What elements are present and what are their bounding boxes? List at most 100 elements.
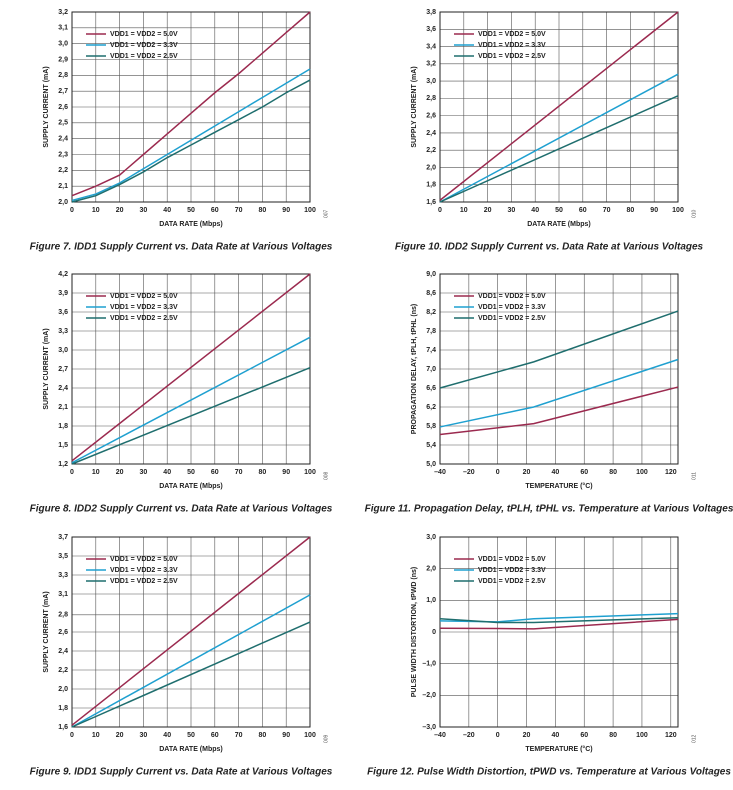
y-tick-label: 8,6 (426, 290, 436, 297)
plot-frame (71, 273, 311, 465)
y-tick-label: 3,2 (58, 9, 68, 16)
legend-label: VDD1 = VDD2 = 3.3V (110, 567, 178, 574)
series-line (71, 336, 311, 464)
y-tick-label: 1,0 (426, 597, 436, 604)
y-tick-label: 7,8 (426, 328, 436, 335)
y-tick-label: 3,2 (426, 61, 436, 68)
figure-caption: Figure 12. Pulse Width Distortion, tPWD … (367, 767, 731, 778)
y-tick-label: 2,4 (58, 136, 68, 143)
x-tick-label: 30 (140, 732, 148, 739)
y-tick-label: 6,2 (426, 404, 436, 411)
y-tick-label: 2,1 (58, 404, 68, 411)
x-tick-label: 30 (140, 207, 148, 214)
y-tick-label: 2,7 (58, 366, 68, 373)
x-tick-label: –20 (463, 732, 475, 739)
y-tick-label: –2,0 (422, 692, 436, 699)
y-tick-label: 3,0 (426, 534, 436, 541)
series-line (439, 617, 679, 624)
y-tick-label: 3,1 (58, 591, 68, 598)
x-tick-label: 60 (579, 207, 587, 214)
x-tick-label: –40 (434, 469, 446, 476)
x-tick-label: 80 (609, 469, 617, 476)
x-tick-label: 20 (484, 207, 492, 214)
figure-caption: Figure 9. IDD1 Supply Current vs. Data R… (30, 767, 333, 778)
x-tick-label: 0 (438, 207, 442, 214)
figure-code: 009 (323, 734, 329, 743)
y-tick-label: 2,7 (58, 88, 68, 95)
x-tick-label: 0 (70, 469, 74, 476)
y-tick-label: 0 (432, 629, 436, 636)
legend-label: VDD1 = VDD2 = 3.3V (478, 567, 546, 574)
y-tick-label: 5,8 (426, 423, 436, 430)
x-tick-label: 70 (235, 207, 243, 214)
x-tick-label: 60 (580, 732, 588, 739)
series-line (439, 612, 679, 623)
x-tick-label: 20 (523, 732, 531, 739)
y-tick-label: 3,0 (58, 41, 68, 48)
y-tick-label: 2,4 (58, 385, 68, 392)
x-tick-label: 90 (282, 207, 290, 214)
legend-label: VDD1 = VDD2 = 5.0V (478, 293, 546, 300)
y-tick-label: 2,2 (58, 167, 68, 174)
series-line (71, 536, 311, 726)
y-axis-label: SUPPLY CURRENT (mA) (43, 591, 50, 672)
y-tick-label: 8,2 (426, 309, 436, 316)
legend-label: VDD1 = VDD2 = 5.0V (110, 31, 178, 38)
x-tick-label: 60 (211, 207, 219, 214)
y-tick-label: 2,2 (58, 667, 68, 674)
y-tick-label: 3,9 (58, 290, 68, 297)
y-axis-label: PROPAGATION DELAY, tPLH, tPHL (ns) (411, 304, 418, 434)
y-tick-label: 2,0 (426, 164, 436, 171)
x-tick-label: 10 (92, 207, 100, 214)
series-line (439, 11, 679, 201)
y-tick-label: 3,7 (58, 534, 68, 541)
x-tick-label: 70 (603, 207, 611, 214)
legend-label: VDD1 = VDD2 = 3.3V (110, 42, 178, 49)
x-tick-label: 80 (627, 207, 635, 214)
x-tick-label: 10 (92, 732, 100, 739)
x-tick-label: 80 (259, 207, 267, 214)
y-tick-label: 2,0 (426, 566, 436, 573)
series-line (439, 386, 679, 436)
legend-label: VDD1 = VDD2 = 3.3V (478, 304, 546, 311)
series-line (71, 11, 311, 197)
y-tick-label: 2,5 (58, 120, 68, 127)
plot-frame (439, 536, 679, 728)
series-line (71, 68, 311, 202)
y-tick-label: 1,8 (426, 182, 436, 189)
x-tick-label: 50 (187, 732, 195, 739)
x-tick-label: 40 (163, 469, 171, 476)
figure-code: 007 (323, 209, 329, 218)
plot-frame (71, 536, 311, 728)
y-tick-label: 9,0 (426, 271, 436, 278)
y-tick-label: 1,6 (58, 724, 68, 731)
y-tick-label: 6,6 (426, 385, 436, 392)
x-tick-label: 100 (304, 732, 316, 739)
x-tick-label: 80 (259, 732, 267, 739)
y-tick-label: 2,3 (58, 151, 68, 158)
x-axis-label: DATA RATE (Mbps) (159, 221, 223, 228)
figure-caption: Figure 8. IDD2 Supply Current vs. Data R… (30, 504, 333, 515)
x-axis-label: TEMPERATURE (°C) (525, 482, 592, 490)
figure-caption: Figure 7. IDD1 Supply Current vs. Data R… (30, 242, 333, 253)
y-tick-label: 2,9 (58, 56, 68, 63)
y-tick-label: 3,8 (426, 9, 436, 16)
x-tick-label: 0 (496, 732, 500, 739)
legend-label: VDD1 = VDD2 = 5.0V (478, 556, 546, 563)
y-tick-label: 2,8 (426, 95, 436, 102)
figure-code: 008 (323, 471, 329, 480)
y-tick-label: 2,6 (426, 112, 436, 119)
y-tick-label: 2,2 (426, 147, 436, 154)
y-tick-label: 3,5 (58, 553, 68, 560)
y-tick-label: 5,4 (426, 442, 436, 449)
y-tick-label: –3,0 (422, 724, 436, 731)
legend-label: VDD1 = VDD2 = 5.0V (110, 293, 178, 300)
series-line (439, 95, 679, 203)
x-tick-label: 120 (665, 469, 677, 476)
y-tick-label: 2,0 (58, 686, 68, 693)
plot-frame (439, 273, 679, 465)
plot-frame (71, 11, 311, 203)
x-tick-label: 50 (555, 207, 563, 214)
series-line (71, 621, 311, 728)
